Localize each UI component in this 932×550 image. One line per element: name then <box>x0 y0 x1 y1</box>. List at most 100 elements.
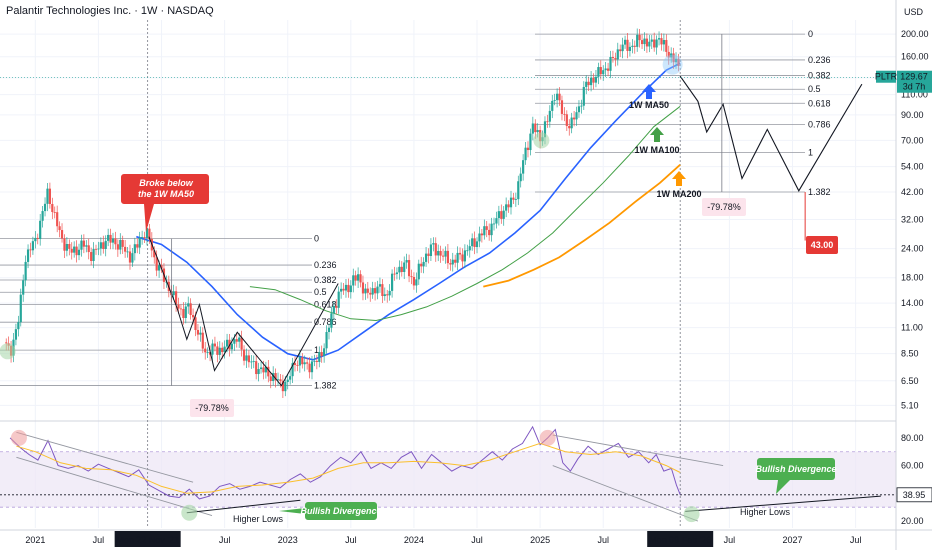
candle-body <box>580 105 583 107</box>
candle-body <box>670 53 673 58</box>
candle-body <box>475 241 479 248</box>
candle-body <box>63 238 66 251</box>
candle-body <box>422 261 425 267</box>
candle-body <box>172 291 175 296</box>
candle-body <box>247 355 250 363</box>
candle-body <box>301 357 304 365</box>
candle-body <box>466 250 469 252</box>
candle-body <box>259 367 263 370</box>
candle-body <box>628 46 632 51</box>
candle-body <box>672 53 675 63</box>
candle-body <box>640 40 644 45</box>
candle-body <box>131 253 134 263</box>
candle-body <box>114 238 117 245</box>
candle-body <box>653 39 656 48</box>
y-tick-label: 54.00 <box>901 162 924 172</box>
fib-level-label: 1.382 <box>808 187 831 197</box>
y-tick-label: 70.00 <box>901 135 924 145</box>
x-tick-label: 2027 <box>783 535 803 545</box>
candle-body <box>378 284 382 287</box>
candle-body <box>174 291 178 305</box>
y-tick-label: 6.50 <box>901 376 919 386</box>
candle-body <box>19 294 22 323</box>
candle-body <box>279 379 282 382</box>
candle-body <box>626 39 629 51</box>
drop-badge-left-text: -79.78% <box>195 403 229 413</box>
ma50-arrow <box>642 84 656 99</box>
candle-body <box>478 233 481 242</box>
candle-body <box>269 376 272 382</box>
candle-body <box>369 292 372 295</box>
candle-body <box>313 360 316 362</box>
fib-level-label: 0.618 <box>314 300 337 310</box>
candle-body <box>53 212 56 213</box>
candle-body <box>284 381 287 392</box>
rsi-channel-line <box>16 431 194 483</box>
candle-body <box>22 280 25 295</box>
candle-body <box>371 288 374 295</box>
candle-body <box>594 76 598 83</box>
candle-body <box>276 379 280 381</box>
fib-level-label: 0 <box>314 234 319 244</box>
candle-body <box>211 343 214 355</box>
candle-body <box>182 308 185 318</box>
ma-line-100 <box>249 105 681 322</box>
candle-body <box>473 238 476 248</box>
candle-body <box>233 339 236 344</box>
higher-lows-label-right: Higher Lows <box>740 507 791 517</box>
candle-body <box>293 363 297 365</box>
candle-body <box>43 203 47 212</box>
x-tick-label: Jul <box>345 535 357 545</box>
candle-body <box>289 376 292 380</box>
fib-level-label: 0.236 <box>808 55 831 65</box>
candle-body <box>204 348 207 353</box>
candle-body <box>255 361 258 375</box>
bullish-div-text-left: Bullish Divergence <box>300 506 381 516</box>
candle-body <box>662 39 665 45</box>
rsi-tick-label: 20.00 <box>901 516 924 526</box>
candle-body <box>553 100 556 101</box>
candle-body <box>352 275 355 286</box>
candle-body <box>102 242 105 249</box>
candle-body <box>543 121 547 138</box>
ma100-arrow <box>650 127 664 142</box>
candle-body <box>531 123 534 134</box>
candle-body <box>126 251 129 253</box>
date-marker-badge <box>114 531 181 547</box>
fib-level-label: 0.236 <box>314 260 337 270</box>
candle-body <box>563 113 566 115</box>
candle-body <box>381 284 384 297</box>
candle-body <box>155 257 158 271</box>
candle-body <box>657 38 661 40</box>
fib-level-label: 0.786 <box>808 119 831 129</box>
candle-body <box>449 263 452 265</box>
candle-body <box>306 362 309 364</box>
candle-body <box>388 290 391 296</box>
candle-body <box>536 130 539 133</box>
candle-body <box>587 81 590 86</box>
fib-level-label: 0 <box>808 29 813 39</box>
rsi-ma-line <box>16 442 681 494</box>
candle-body <box>80 240 83 250</box>
candle-body <box>291 363 294 377</box>
candle-body <box>373 288 377 294</box>
candle-body <box>323 348 326 357</box>
x-tick-label: Jul <box>219 535 231 545</box>
candle-body <box>298 357 301 366</box>
candle-body <box>424 253 428 262</box>
candle-body <box>242 349 246 361</box>
candle-body <box>395 272 399 275</box>
candle-body <box>138 237 141 248</box>
candle-body <box>97 248 100 250</box>
candle-body <box>667 51 670 58</box>
ma200-arrow <box>672 171 686 186</box>
price-series <box>5 28 680 399</box>
candle-body <box>36 237 39 239</box>
x-tick-label: 2024 <box>404 535 424 545</box>
fib-level-label: 1.382 <box>314 381 337 391</box>
candle-body <box>225 339 229 347</box>
candle-body <box>124 246 127 252</box>
candle-body <box>153 250 156 258</box>
date-marker-lines <box>147 20 681 528</box>
